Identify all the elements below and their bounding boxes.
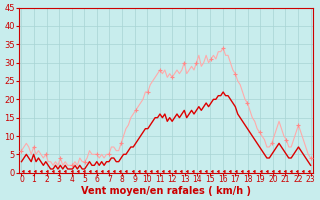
X-axis label: Vent moyen/en rafales ( km/h ): Vent moyen/en rafales ( km/h ) [81,186,251,196]
